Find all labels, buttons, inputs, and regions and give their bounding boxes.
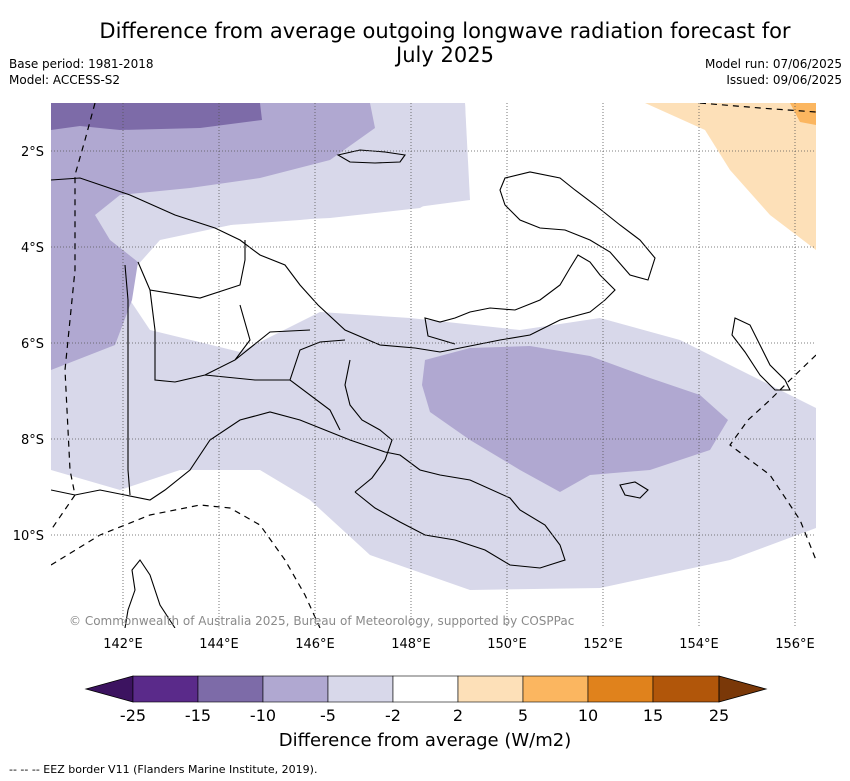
anomaly-region-positive-northeast [645, 103, 816, 250]
lon-label-156e: 156°E [775, 637, 815, 652]
colorbar-swatch-1 [132, 675, 199, 703]
eez-border-south [51, 504, 321, 628]
colorbar-extend-low [84, 675, 134, 703]
eez-border-north [699, 103, 816, 113]
eez-footnote: -- -- -- EEZ border V11 (Flanders Marine… [9, 763, 318, 776]
anomaly-fill-layer [51, 103, 816, 590]
coastline-layer [51, 149, 791, 628]
lat-label-10s: 10°S [13, 529, 44, 544]
colorbar-tick-7: 10 [578, 706, 598, 725]
longitude-labels: 142°E 144°E 146°E 148°E 150°E 152°E 154°… [103, 637, 815, 652]
graticule-layer [51, 103, 816, 628]
lon-label-144e: 144°E [199, 637, 239, 652]
anomaly-region-medium-central [422, 346, 728, 492]
lon-label-152e: 152°E [583, 637, 623, 652]
eez-border-layer [51, 103, 816, 628]
meta-right: Model run: 07/06/2025 Issued: 09/06/2025 [705, 56, 842, 88]
title-line-1: Difference from average outgoing longwav… [99, 19, 791, 43]
model-name: Model: ACCESS-S2 [9, 73, 121, 87]
colorbar: -25 -15 -10 -5 -2 2 5 10 15 25 [84, 675, 768, 725]
fergusson-island-coast [619, 481, 649, 499]
base-period: Base period: 1981-2018 [9, 57, 154, 71]
province-boundaries [137, 240, 346, 431]
colorbar-tick-4: -2 [385, 706, 401, 725]
lat-label-4s: 4°S [21, 241, 44, 256]
colorbar-extend-high [718, 675, 768, 703]
meta-left: Base period: 1981-2018 Model: ACCESS-S2 [9, 56, 154, 88]
colorbar-swatch-6 [457, 675, 524, 703]
lat-label-6s: 6°S [21, 337, 44, 352]
lat-label-2s: 2°S [21, 145, 44, 160]
gulf-of-papua-coast [344, 359, 393, 493]
title-line-2: July 2025 [396, 43, 494, 67]
colorbar-tick-8: 15 [643, 706, 663, 725]
latitude-labels: 2°S 4°S 6°S 8°S 10°S [13, 145, 44, 544]
lat-label-8s: 8°S [21, 433, 44, 448]
lon-label-154e: 154°E [679, 637, 719, 652]
anomaly-region-medium-northwest [51, 103, 375, 370]
new-guinea-coast [51, 177, 616, 353]
model-run: Model run: 07/06/2025 [704, 57, 842, 71]
colorbar-tick-1: -15 [185, 706, 211, 725]
lon-label-148e: 148°E [391, 637, 431, 652]
lon-label-142e: 142°E [103, 637, 143, 652]
colorbar-tick-0: -25 [120, 706, 146, 725]
colorbar-swatch-7 [522, 675, 589, 703]
anomaly-region-dark-northwest [51, 103, 262, 130]
new-ireland-coast [731, 317, 791, 391]
colorbar-swatch-3 [262, 675, 329, 703]
colorbar-swatch-4 [327, 675, 394, 703]
manus-island-coast [336, 149, 406, 164]
colorbar-swatch-8 [587, 675, 654, 703]
colorbar-swatch-9 [652, 675, 720, 703]
lon-label-146e: 146°E [295, 637, 335, 652]
colorbar-tick-3: -5 [320, 706, 336, 725]
lon-label-150e: 150°E [487, 637, 527, 652]
colorbar-title: Difference from average (W/m2) [278, 730, 572, 751]
colorbar-tick-6: 5 [518, 706, 528, 725]
chart-title: Difference from average outgoing longwav… [90, 19, 800, 67]
colorbar-tick-9: 25 [709, 706, 729, 725]
new-britain-coast [499, 171, 656, 281]
map-credit: © Commonwealth of Australia 2025, Bureau… [69, 614, 575, 628]
png-indonesia-border [124, 264, 131, 496]
anomaly-region-positive-corner [790, 103, 816, 125]
colorbar-swatch-2 [197, 675, 264, 703]
colorbar-tick-5: 2 [453, 706, 463, 725]
new-guinea-south-coast [51, 411, 566, 569]
colorbar-swatch-5 [392, 675, 459, 703]
australia-north-coast [124, 559, 176, 628]
issued-date: Issued: 09/06/2025 [726, 73, 842, 87]
eez-border-west [51, 103, 96, 531]
colorbar-tick-2: -10 [250, 706, 276, 725]
